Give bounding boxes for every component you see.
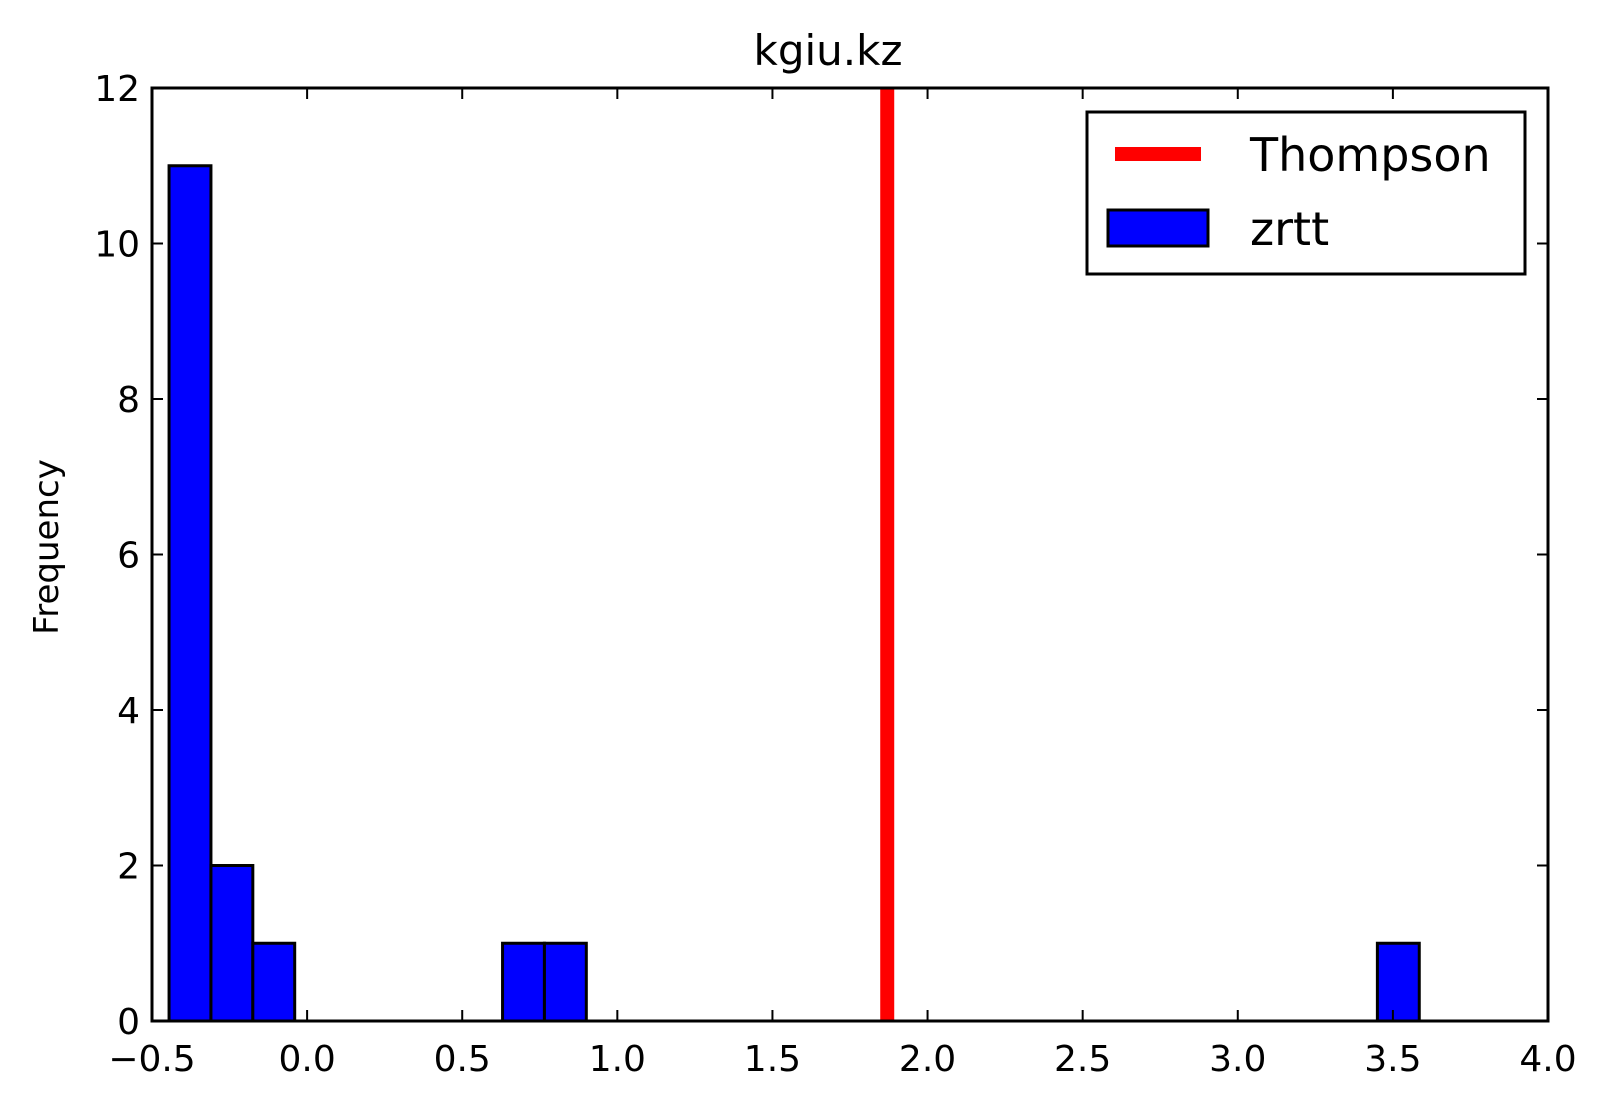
x-tick-label: −0.5 [108, 1039, 195, 1080]
y-tick-label: 2 [117, 847, 140, 888]
legend-label-zrtt: zrtt [1250, 202, 1329, 256]
histogram-bar-5 [1375, 941, 1421, 1023]
histogram-bar-1 [209, 864, 255, 1023]
y-tick-label: 8 [117, 380, 140, 421]
plot-frame [150, 86, 1550, 1023]
x-tick-label: 4.0 [1519, 1039, 1576, 1080]
x-tick-label: 3.5 [1364, 1039, 1421, 1080]
axis-ticks: −0.5 0.0 0.5 1.0 1.5 2.0 2.5 3.0 3.5 4.0 0 2 4 6 8 10 12 [94, 69, 1576, 1080]
legend-box [1085, 110, 1527, 276]
x-tick-label: 0.0 [278, 1039, 335, 1080]
y-axis-label: Frequency [27, 459, 67, 635]
histogram-bar-2 [251, 941, 297, 1023]
y-tick-label: 12 [94, 69, 140, 110]
legend: Thompson zrtt [1085, 110, 1527, 276]
x-tick-label: 2.5 [1054, 1039, 1111, 1080]
y-tick-label: 6 [117, 536, 140, 577]
x-tick-label: 3.0 [1209, 1039, 1266, 1080]
y-tick-label: 0 [117, 1002, 140, 1043]
y-tick-label: 10 [94, 225, 140, 266]
legend-swatch-zrtt [1106, 208, 1210, 248]
legend-label-thompson: Thompson [1249, 128, 1491, 182]
histogram-bar-0 [167, 164, 213, 1023]
x-tick-label: 2.0 [899, 1039, 956, 1080]
x-tick-label: 1.5 [744, 1039, 801, 1080]
y-tick-label: 4 [117, 691, 140, 732]
x-tick-label: 1.0 [589, 1039, 646, 1080]
x-tick-label: 0.5 [434, 1039, 491, 1080]
histogram-bar-3 [501, 941, 546, 1023]
chart-title: kgiu.kz [754, 26, 903, 75]
histogram-bar-4 [542, 941, 588, 1023]
histogram-bars [167, 164, 1421, 1023]
